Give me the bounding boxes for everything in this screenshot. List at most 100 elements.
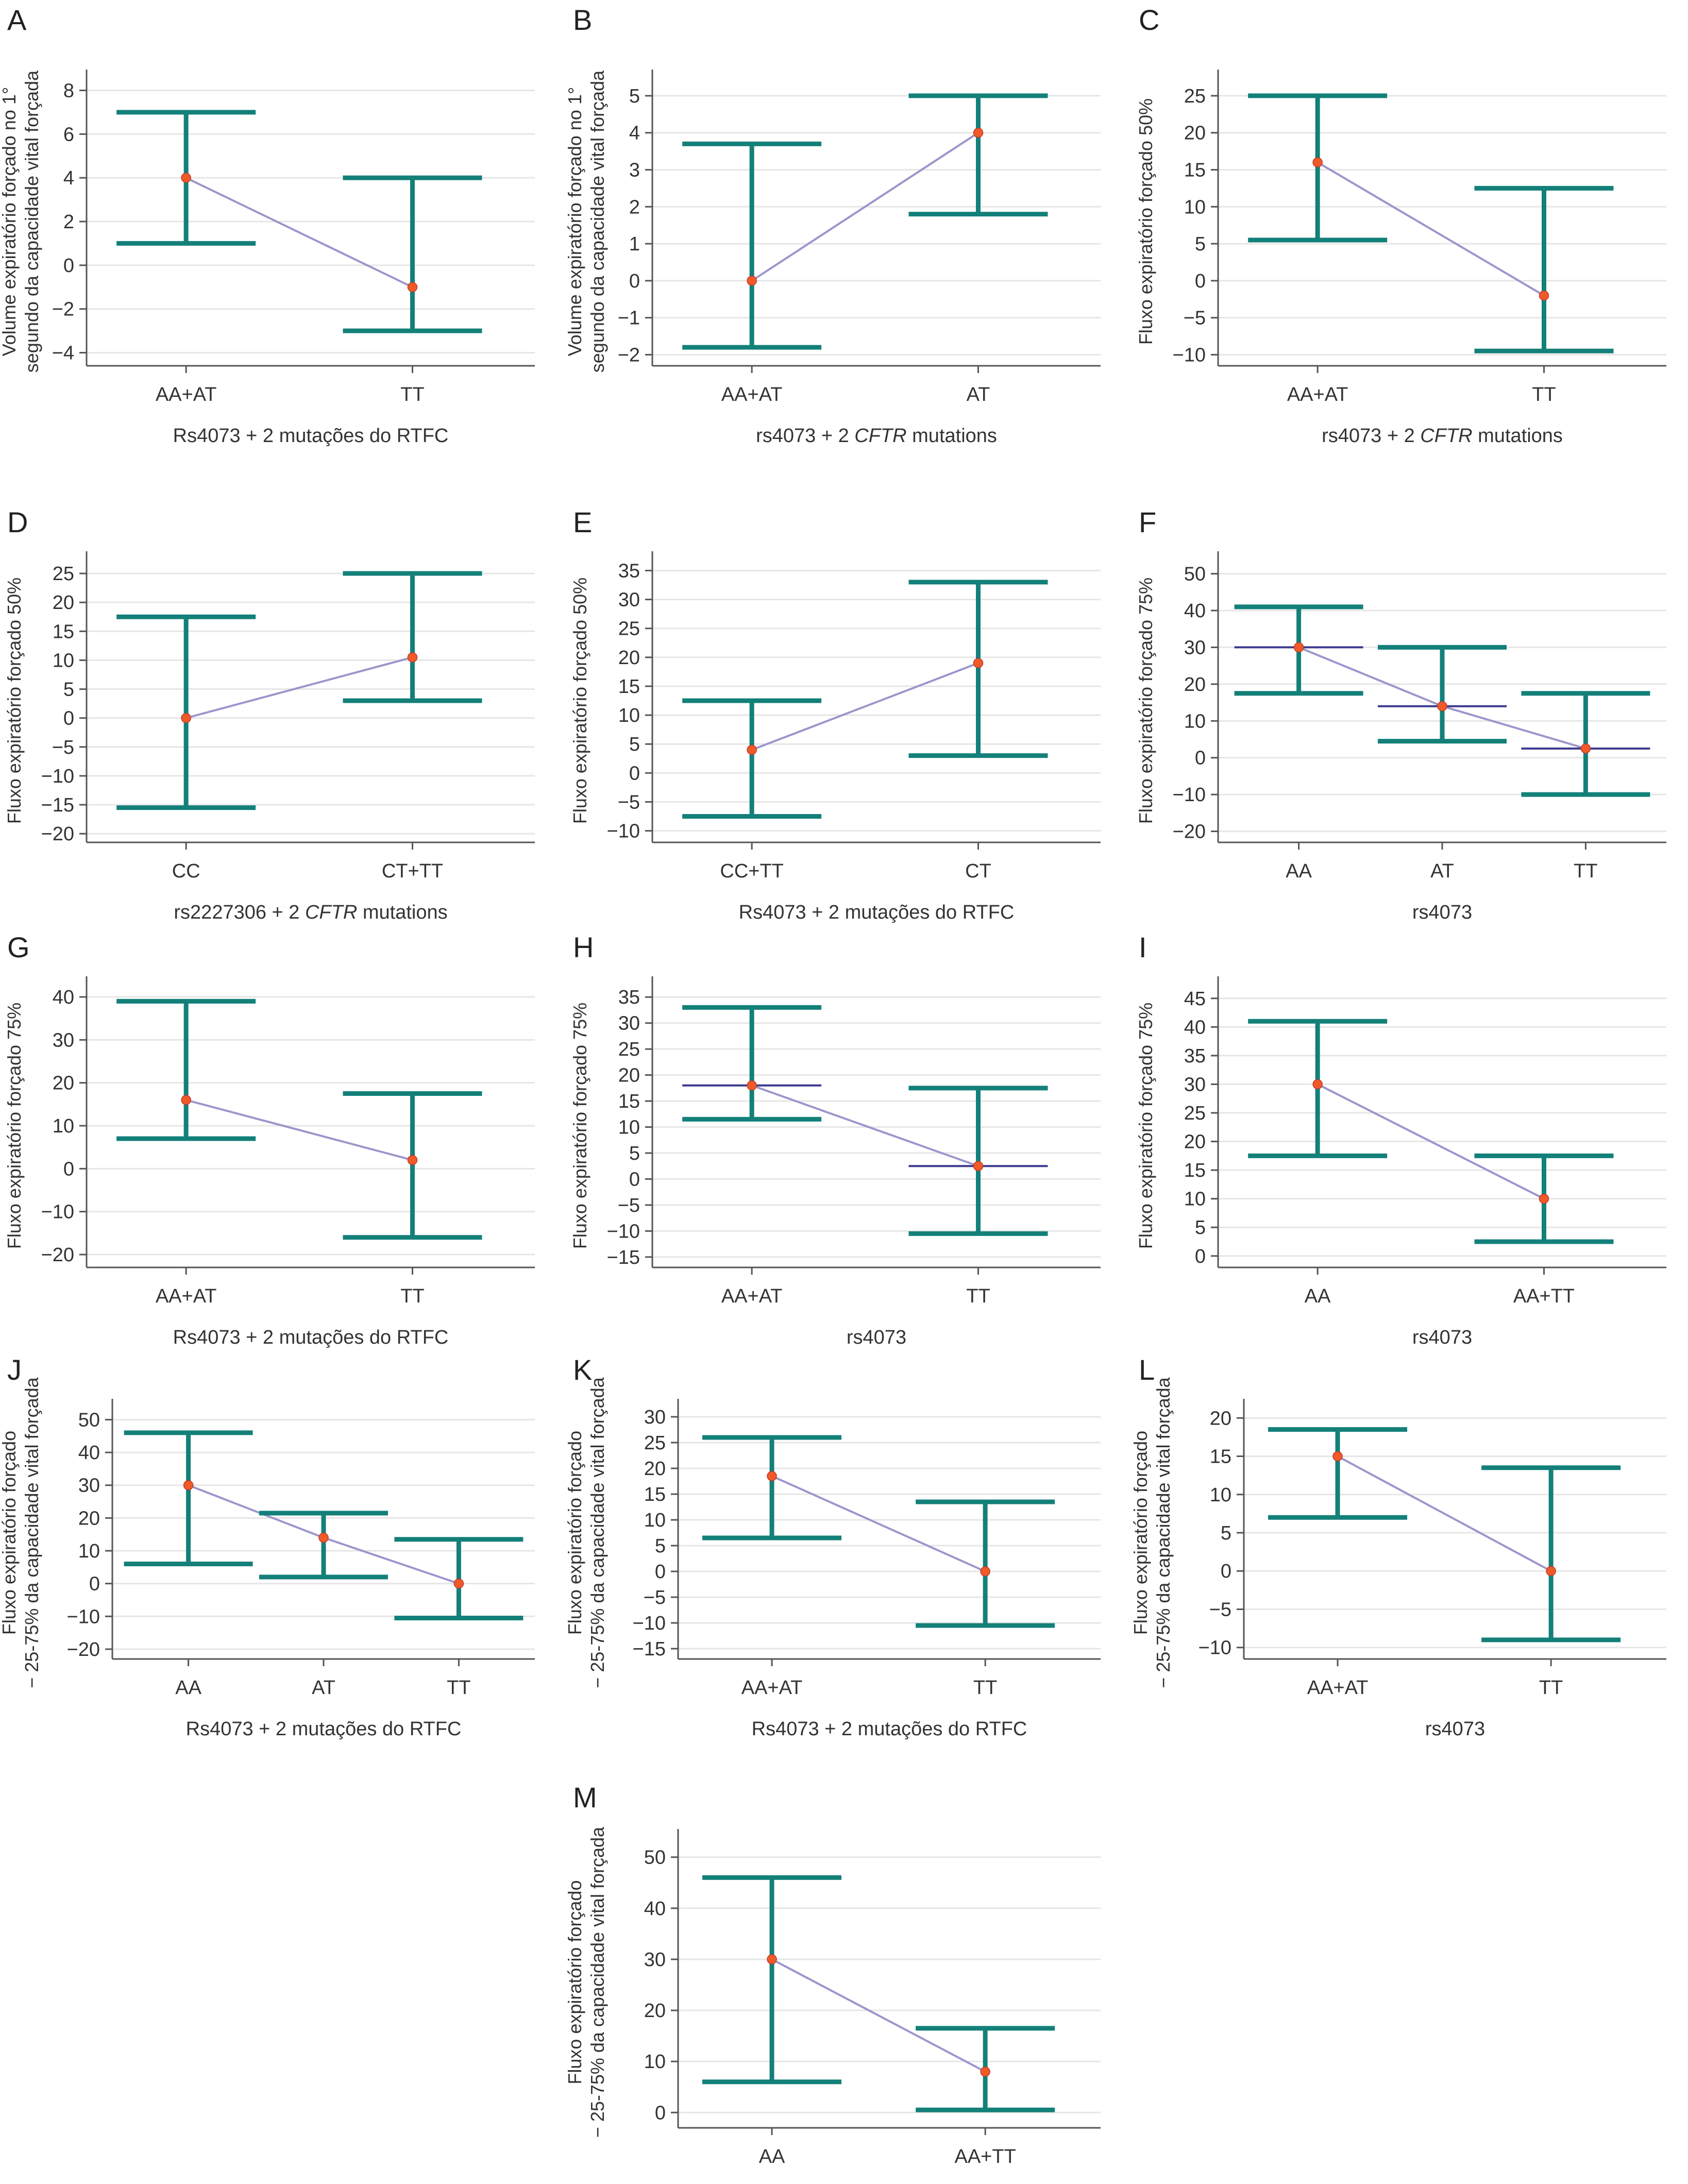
y-axis-title: Fluxo expiratório forçado	[0, 1431, 20, 1635]
mean-point	[980, 1566, 990, 1577]
category-label: CT+TT	[382, 860, 443, 882]
x-axis-title-part: rs4073 + 2	[1322, 425, 1420, 447]
y-tick-label: −5	[618, 1195, 640, 1216]
x-axis-title: Rs4073 + 2 mutações do RTFC	[752, 1718, 1027, 1740]
x-axis-title-part: Rs4073 + 2 mutações do RTFC	[186, 1718, 462, 1740]
mean-connector-line	[185, 1099, 413, 1161]
y-tick-label: 30	[1184, 637, 1206, 658]
panel-letter: H	[573, 931, 594, 963]
y-tick-label: 2	[63, 211, 74, 233]
y-tick-label: 30	[78, 1475, 100, 1497]
category-label: TT	[400, 384, 424, 405]
x-axis-title-part: mutations	[907, 425, 997, 447]
y-tick-label: −20	[67, 1639, 100, 1661]
y-tick-label: 10	[618, 705, 640, 726]
y-axis-title: segundo da capacidade vital forçada	[587, 70, 608, 373]
x-axis-title-part: rs4073	[847, 1327, 906, 1348]
y-tick-label: 15	[618, 676, 640, 698]
y-tick-label: −15	[633, 1638, 666, 1660]
y-tick-label: −2	[618, 344, 640, 366]
y-tick-label: 20	[618, 1065, 640, 1087]
y-tick-label: 15	[1184, 159, 1206, 181]
category-label: AT	[967, 384, 990, 405]
y-tick-label: 20	[1184, 1131, 1206, 1153]
mean-point	[318, 1532, 329, 1543]
y-tick-label: −10	[1173, 344, 1206, 366]
category-label: TT	[1532, 384, 1556, 405]
mean-connector-line	[1337, 1455, 1552, 1572]
y-axis-title: Fluxo expiratório forçado	[564, 1431, 585, 1635]
panel-letter: E	[573, 506, 592, 538]
y-tick-label: 30	[1184, 1074, 1206, 1095]
panel-l: L −10 −5 0 5 10 15 20 AA+AT TT rs4073 Fluxo expirat…	[1130, 1353, 1666, 1740]
mean-point	[1539, 290, 1549, 301]
y-tick-label: 8	[63, 80, 74, 101]
panel-letter: M	[573, 1781, 597, 1814]
x-axis-title-part: rs4073 + 2	[756, 425, 854, 447]
y-tick-label: 0	[1195, 748, 1206, 769]
panel-g: G −20 −10 0 10 20 30 40 AA+AT TT Rs4073 + 2 mutaçõ…	[4, 931, 535, 1348]
panel-b: B −2 −1 0 1 2 3 4 5 AA+AT AT rs4073 + 2 CFTR mutati…	[564, 4, 1101, 447]
panel-letter: B	[573, 4, 592, 36]
y-tick-label: 30	[644, 1407, 666, 1428]
category-label: AA	[1286, 860, 1312, 882]
y-tick-label: −2	[52, 299, 74, 320]
y-axis-title: Fluxo expiratório forçado 75%	[1135, 578, 1156, 824]
y-tick-label: 0	[629, 763, 640, 784]
y-tick-label: 0	[655, 1561, 666, 1583]
mean-connector-line	[771, 1475, 986, 1572]
y-tick-label: 5	[63, 679, 74, 701]
mean-point	[973, 127, 984, 138]
x-axis-title: rs4073	[1412, 1327, 1472, 1348]
y-axis-title: − 25-75% da capacidade vital forçada	[587, 1826, 608, 2138]
y-tick-label: 20	[78, 1508, 100, 1529]
category-label: AA+AT	[1307, 1677, 1369, 1699]
y-tick-label: 35	[1184, 1045, 1206, 1067]
mean-point	[747, 276, 757, 286]
x-axis-title-part: CFTR	[305, 902, 357, 923]
x-axis-title: rs4073	[847, 1327, 906, 1348]
mean-connector-line	[751, 1084, 979, 1167]
x-axis-title: rs4073 + 2 CFTR mutations	[1322, 425, 1563, 447]
x-axis-title: Rs4073 + 2 mutações do RTFC	[173, 1327, 449, 1348]
y-tick-label: −20	[1173, 821, 1206, 843]
panel-letter: D	[7, 506, 28, 538]
x-axis-title: Rs4073 + 2 mutações do RTFC	[186, 1718, 462, 1740]
y-tick-label: 25	[53, 563, 74, 585]
y-tick-label: 40	[78, 1442, 100, 1464]
y-axis-title: segundo da capacidade vital forçada	[21, 70, 42, 373]
panel-letter: C	[1139, 4, 1159, 36]
y-tick-label: 20	[53, 1073, 74, 1094]
y-tick-label: 10	[1210, 1484, 1231, 1506]
y-tick-label: 0	[1195, 270, 1206, 292]
x-axis-title-part: Rs4073 + 2 mutações do RTFC	[173, 425, 449, 447]
category-label: AT	[1430, 860, 1454, 882]
y-tick-label: −15	[607, 1247, 640, 1268]
y-tick-label: 15	[644, 1484, 666, 1505]
mean-connector-line	[771, 1958, 986, 2073]
y-axis-title: Fluxo expiratório forçado 75%	[1135, 1003, 1156, 1249]
y-tick-label: 5	[655, 1535, 666, 1557]
panel-letter: F	[1139, 506, 1156, 538]
y-tick-label: 25	[618, 618, 640, 640]
y-tick-label: 0	[63, 1158, 74, 1180]
x-axis-title-part: rs2227306 + 2	[174, 902, 305, 923]
y-tick-label: 5	[1221, 1522, 1231, 1544]
mean-point	[1580, 743, 1591, 754]
x-axis-title: rs4073	[1425, 1718, 1485, 1740]
x-axis-title-part: CFTR	[854, 425, 906, 447]
mean-connector-line	[185, 656, 413, 719]
y-axis-title: Volume expiratório forçado no 1°	[0, 87, 20, 357]
y-tick-label: −5	[1184, 308, 1206, 329]
y-tick-label: 10	[1184, 196, 1206, 218]
y-tick-label: 40	[53, 987, 74, 1008]
y-axis-title: Fluxo expiratório forçado 75%	[569, 1003, 590, 1249]
y-tick-label: 30	[53, 1029, 74, 1051]
category-label: AA+AT	[721, 384, 783, 405]
x-axis-title-part: mutations	[1473, 425, 1563, 447]
panel-d: D −20 −15 −10 −5 0 5 10 15 20 25 CC CT+TT rs2227306 +…	[4, 506, 535, 923]
y-tick-label: −15	[41, 794, 74, 816]
y-tick-label: −5	[644, 1587, 666, 1609]
y-tick-label: 0	[63, 255, 74, 277]
y-tick-label: 20	[53, 592, 74, 614]
